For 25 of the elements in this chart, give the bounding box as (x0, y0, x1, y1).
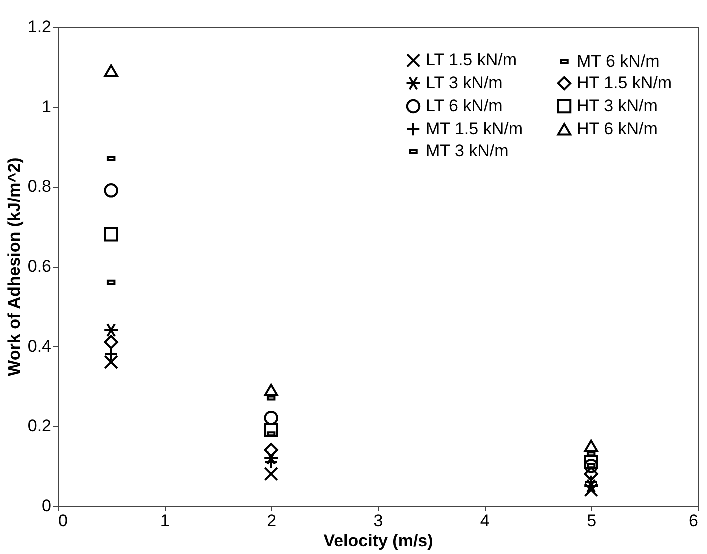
y-tick-label: 0.2 (28, 416, 52, 436)
legend-label: MT 3 kN/m (426, 142, 509, 160)
x-tick-label: 1 (160, 512, 170, 530)
legend-label: LT 6 kN/m (426, 96, 503, 116)
y-tick-label: 1 (42, 97, 52, 116)
legend-label: HT 6 kN/m (577, 120, 658, 138)
y-tick-label: 1.2 (28, 18, 52, 36)
legend-label: LT 1.5 kN/m (426, 50, 518, 70)
legend-label: LT 3 kN/m (426, 74, 503, 92)
y-tick-label: 0 (42, 496, 52, 516)
x-tick-label: 4 (480, 512, 490, 530)
x-tick-label: 2 (267, 512, 277, 530)
legend-label: HT 1.5 kN/m (577, 74, 672, 92)
x-tick-label: 3 (374, 512, 384, 530)
legend-label: HT 3 kN/m (577, 96, 658, 116)
legend-label: MT 6 kN/m (577, 52, 660, 71)
x-tick-label: 6 (689, 512, 698, 530)
y-tick-label: 0.4 (28, 336, 52, 356)
x-tick-label: 0 (58, 512, 68, 530)
x-tick-label: 5 (587, 512, 597, 530)
legend-label: MT 1.5 kN/m (426, 120, 523, 138)
x-axis-title: Velocity (m/s) (324, 532, 434, 550)
y-axis-title: Work of Adhesion (kJ/m^2) (4, 158, 24, 376)
y-tick-label: 0.6 (28, 257, 52, 276)
y-tick-label: 0.8 (28, 177, 52, 196)
